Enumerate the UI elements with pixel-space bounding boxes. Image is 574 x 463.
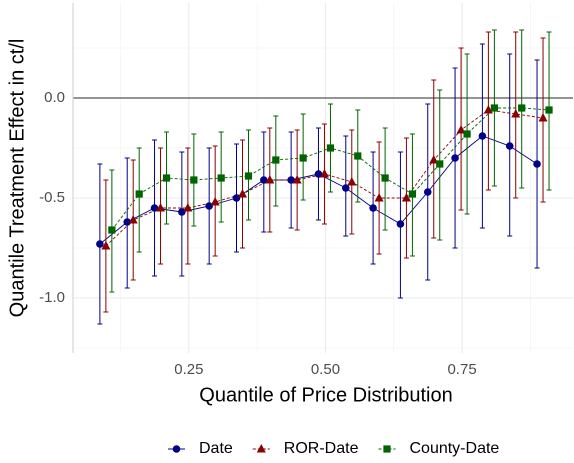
point bbox=[210, 197, 220, 206]
y-axis-title: Quantile Treatment Effect in ct/l bbox=[6, 39, 28, 318]
point bbox=[319, 169, 329, 178]
y-tick-label: 0.0 bbox=[44, 89, 65, 106]
point bbox=[260, 176, 268, 184]
legend-marker bbox=[172, 445, 181, 453]
point bbox=[123, 218, 132, 226]
point bbox=[429, 155, 439, 164]
point bbox=[128, 215, 138, 224]
point bbox=[156, 203, 166, 212]
point bbox=[451, 154, 459, 162]
error-bar bbox=[136, 147, 142, 253]
point bbox=[96, 240, 104, 248]
panel bbox=[73, 3, 573, 353]
point bbox=[232, 194, 241, 202]
point bbox=[101, 241, 111, 250]
point bbox=[178, 208, 186, 216]
x-axis-title: Quantile of Price Distribution bbox=[199, 384, 452, 406]
y-tick-label: -1.0 bbox=[39, 289, 65, 306]
point bbox=[190, 176, 198, 184]
point bbox=[518, 104, 526, 112]
point bbox=[162, 174, 171, 182]
point bbox=[326, 144, 335, 152]
point bbox=[505, 142, 514, 150]
point bbox=[381, 174, 389, 182]
point bbox=[354, 152, 362, 160]
point bbox=[244, 172, 253, 180]
point bbox=[423, 188, 432, 196]
point bbox=[108, 226, 116, 234]
point bbox=[401, 193, 411, 202]
point bbox=[463, 130, 471, 138]
point bbox=[374, 193, 384, 202]
point bbox=[347, 177, 357, 186]
point bbox=[237, 189, 247, 198]
point bbox=[205, 202, 213, 210]
point bbox=[292, 175, 302, 184]
legend-label: County-Date bbox=[409, 440, 499, 457]
legend-marker bbox=[383, 445, 391, 453]
y-tick-label: -0.5 bbox=[39, 189, 65, 206]
point bbox=[478, 132, 487, 140]
x-tick-label: 0.50 bbox=[311, 361, 340, 378]
point bbox=[287, 176, 295, 184]
x-tick-label: 0.25 bbox=[174, 361, 203, 378]
point bbox=[511, 109, 521, 118]
point bbox=[490, 104, 498, 112]
point bbox=[483, 105, 493, 114]
point bbox=[150, 204, 159, 212]
point bbox=[436, 160, 444, 168]
point bbox=[533, 160, 541, 168]
point bbox=[538, 113, 548, 122]
point bbox=[545, 106, 553, 114]
point bbox=[265, 175, 275, 184]
legend-label: ROR-Date bbox=[284, 440, 359, 457]
point bbox=[272, 156, 280, 164]
point bbox=[314, 170, 323, 178]
point bbox=[396, 220, 405, 228]
point bbox=[456, 125, 466, 134]
legend-label: Date bbox=[199, 440, 233, 457]
point bbox=[408, 190, 417, 198]
point bbox=[183, 203, 193, 212]
x-tick-label: 0.75 bbox=[447, 361, 476, 378]
point bbox=[217, 174, 225, 182]
legend-marker bbox=[256, 444, 266, 453]
point bbox=[299, 154, 307, 162]
point bbox=[369, 204, 377, 212]
point bbox=[341, 184, 350, 192]
point bbox=[135, 190, 143, 198]
